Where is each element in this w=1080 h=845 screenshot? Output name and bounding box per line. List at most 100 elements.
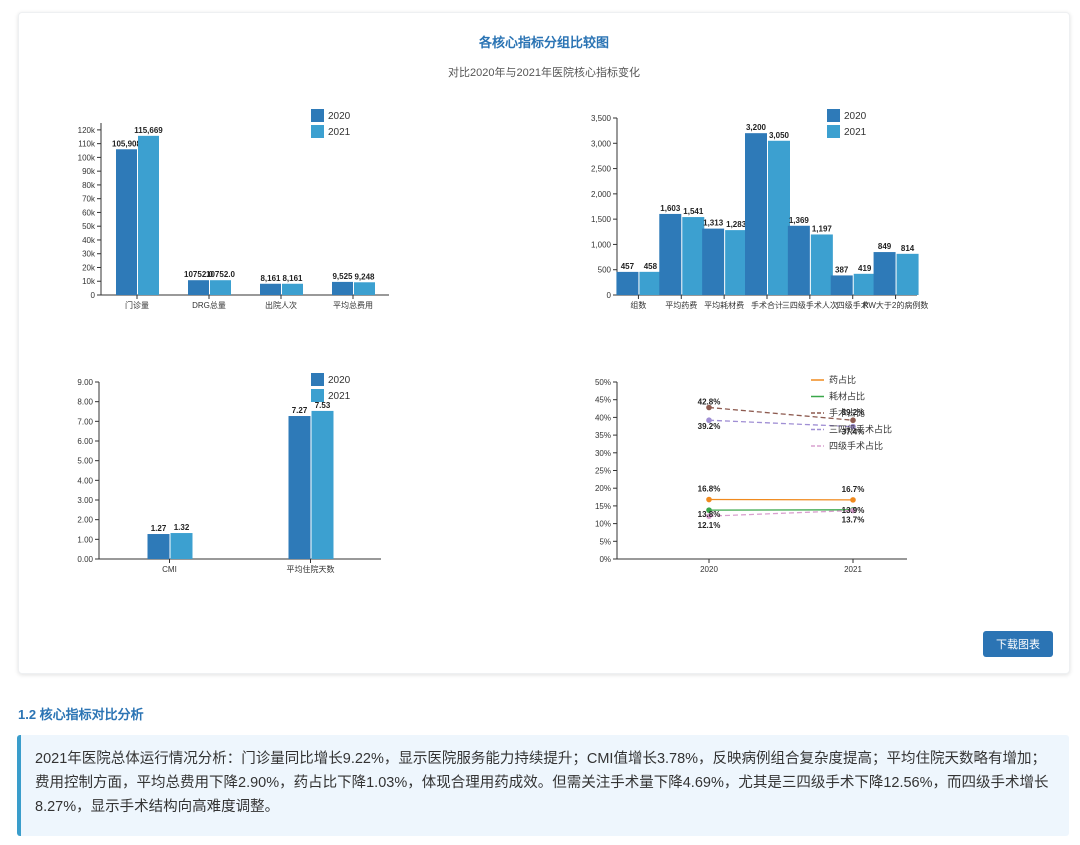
- x-tick-label: 2020: [700, 565, 718, 574]
- bar-2020: [745, 133, 767, 295]
- x-tick-label: 手术合计: [751, 300, 783, 310]
- bar-2021: [768, 140, 790, 295]
- y-tick-label: 1.00: [77, 535, 93, 544]
- y-tick-label: 15%: [595, 502, 611, 511]
- y-tick-label: 100k: [78, 153, 96, 162]
- y-tick-label: 6.00: [77, 437, 93, 446]
- bar-value-label: 1,541: [683, 207, 704, 216]
- legend-swatch: [827, 125, 840, 138]
- bar-value-label: 115,669: [134, 126, 163, 135]
- analysis-box: 2021年医院总体运行情况分析：门诊量同比增长9.22%，显示医院服务能力持续提…: [17, 735, 1069, 836]
- y-tick-label: 8.00: [77, 398, 93, 407]
- y-tick-label: 0: [607, 291, 612, 300]
- bar-value-label: 457: [621, 262, 635, 271]
- y-tick-label: 2,000: [591, 190, 612, 199]
- point-value-label: 16.7%: [842, 485, 865, 494]
- series-line-3: [708, 419, 854, 428]
- y-tick-label: 4.00: [77, 476, 93, 485]
- y-tick-label: 1,000: [591, 240, 612, 249]
- chart3-y-axis: 0.00 1.00 2.00 3.00 4.00 5.00 6.00 7.00 8.00 9.00: [77, 378, 381, 564]
- y-tick-label: 40k: [82, 236, 96, 245]
- chart-title: 各核心指标分组比较图: [478, 35, 609, 50]
- y-tick-label: 35%: [595, 431, 611, 440]
- series-point: [706, 417, 712, 424]
- bar-2020: [873, 252, 896, 295]
- series-line-4: [708, 509, 854, 517]
- legend-label: 2020: [844, 111, 867, 122]
- y-tick-label: 30%: [595, 449, 611, 458]
- y-tick-label: 3.00: [77, 496, 93, 505]
- bar-2020: [830, 275, 853, 295]
- bar-2020: [702, 228, 725, 295]
- point-value-label: 39.2%: [698, 422, 721, 431]
- chart-volume: 0 10k 20k 30k 40k 50k 60k 70k 80k 90k 100k 110k 120k…: [77, 109, 928, 574]
- y-tick-label: 20k: [82, 263, 96, 272]
- y-tick-label: 80k: [82, 181, 96, 190]
- x-tick-label: 门诊量: [125, 300, 149, 310]
- y-tick-label: 60k: [82, 208, 96, 217]
- point-value-label: 13.7%: [842, 516, 865, 525]
- legend-label: 2021: [328, 391, 351, 402]
- y-tick-label: 2.00: [77, 516, 93, 525]
- point-value-label: 16.8%: [698, 485, 721, 494]
- bar-2020: [332, 281, 353, 295]
- bar-2020: [616, 271, 639, 295]
- x-tick-label: 组数: [630, 300, 646, 310]
- y-tick-label: 0%: [599, 555, 611, 564]
- y-tick-label: 110k: [78, 140, 96, 149]
- y-tick-label: 45%: [595, 396, 611, 405]
- point-value-label: 13.9%: [842, 506, 865, 515]
- bar-value-label: 387: [835, 265, 849, 274]
- x-tick-label: 平均耗材费: [704, 300, 744, 310]
- x-tick-label: 四级手术: [837, 300, 869, 310]
- chart4-lines: 2020 2021 16.8% 16.7% 13.8% 13.9% 42.8% 39.2% 39…: [698, 397, 865, 574]
- bar-value-label: 458: [644, 262, 658, 271]
- y-tick-label: 3,500: [591, 114, 612, 123]
- x-tick-label: 平均药费: [665, 300, 697, 310]
- y-tick-label: 500: [598, 266, 612, 275]
- x-tick-label: DRG总量: [192, 300, 226, 310]
- x-tick-label: 出院人次: [265, 300, 297, 310]
- y-tick-label: 5%: [599, 537, 611, 546]
- bar-value-label: 8,161: [260, 274, 281, 283]
- bar-2021: [170, 533, 193, 559]
- bar-value-label: 1,313: [703, 219, 724, 228]
- y-tick-label: 1,500: [591, 215, 612, 224]
- bar-2021: [210, 280, 231, 295]
- y-tick-label: 10k: [82, 277, 96, 286]
- x-tick-label: CMI: [162, 565, 177, 574]
- bar-value-label: 1,603: [660, 204, 681, 213]
- bar-2021: [639, 271, 662, 295]
- bar-value-label: 1,369: [789, 216, 810, 225]
- bar-value-label: 7.27: [292, 406, 308, 415]
- bar-value-label: 8,161: [282, 274, 303, 283]
- bar-2020: [260, 283, 281, 295]
- y-tick-label: 10%: [595, 520, 611, 529]
- bar-2020: [659, 213, 682, 295]
- series-line-2: [708, 406, 854, 421]
- bar-value-label: 10752.0: [184, 270, 213, 279]
- y-tick-label: 70k: [82, 195, 96, 204]
- y-tick-label: 20%: [595, 484, 611, 493]
- bar-2021: [896, 253, 919, 295]
- legend-label: 耗材占比: [829, 391, 865, 402]
- series-point: [706, 404, 712, 411]
- bar-2020: [147, 534, 170, 559]
- chart4-y-axis: 0% 5% 10% 15% 20% 25% 30% 35% 40% 45% 50%: [595, 378, 907, 564]
- bar-value-label: 7.53: [315, 401, 331, 410]
- point-value-label: 13.8%: [698, 510, 721, 519]
- y-tick-label: 90k: [82, 167, 96, 176]
- bar-2020: [188, 280, 209, 295]
- legend-label: 药占比: [829, 374, 856, 385]
- point-value-label: 37.4%: [842, 428, 865, 437]
- download-chart-button[interactable]: 下载图表: [983, 631, 1053, 657]
- bar-value-label: 849: [878, 242, 892, 251]
- bar-value-label: 9,525: [332, 272, 353, 281]
- y-tick-label: 9.00: [77, 378, 93, 387]
- chart-card: 各核心指标分组比较图 对比2020年与2021年医院核心指标变化 0 10k 20k…: [18, 12, 1070, 674]
- legend-swatch: [311, 125, 324, 138]
- y-tick-label: 30k: [82, 250, 96, 259]
- y-tick-label: 3,000: [591, 139, 612, 148]
- legend-swatch: [827, 109, 840, 122]
